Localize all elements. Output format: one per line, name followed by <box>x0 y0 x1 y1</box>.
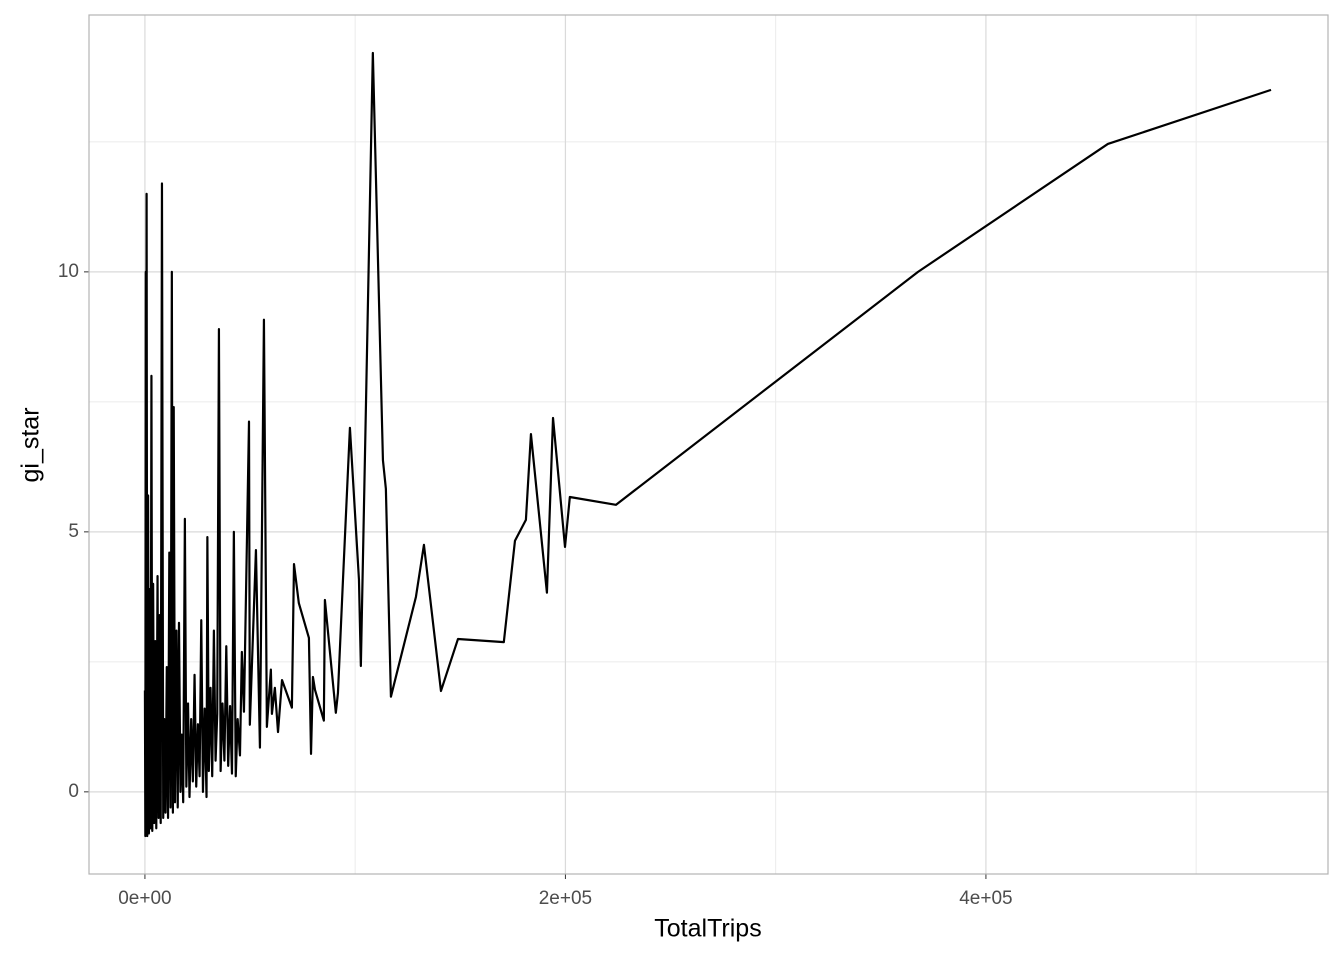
x-tick-label: 4e+05 <box>959 888 1012 909</box>
y-tick-label: 5 <box>68 521 79 542</box>
data-line <box>143 51 1272 838</box>
panel-border <box>88 14 1329 875</box>
x-tick-label: 0e+00 <box>118 888 171 909</box>
x-axis-title: TotalTrips <box>654 915 761 943</box>
y-tick-label: 10 <box>58 261 79 282</box>
y-tick-label: 0 <box>68 781 79 802</box>
y-axis-title: gi_star <box>17 407 45 482</box>
x-tick-label: 2e+05 <box>539 888 592 909</box>
